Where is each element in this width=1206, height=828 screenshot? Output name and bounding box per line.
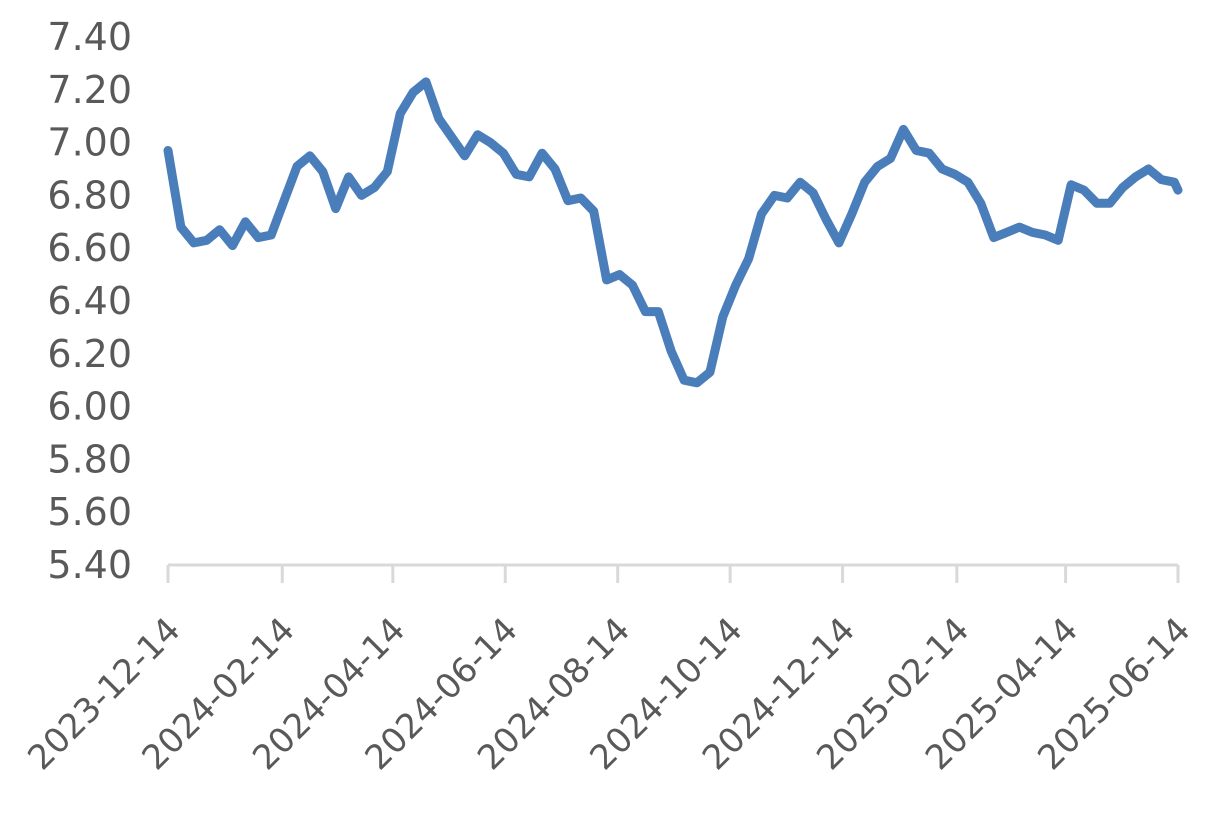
y-tick-label: 6.80 — [47, 173, 132, 217]
x-axis-tick-labels: 2023-12-142024-02-142024-04-142024-06-14… — [20, 610, 1198, 778]
y-tick-label: 6.20 — [47, 332, 132, 376]
y-tick-label: 5.80 — [47, 437, 132, 481]
y-axis-tick-labels: 7.40 7.20 7.00 6.80 6.60 6.40 6.20 6.00 5.80 5.60… — [47, 15, 132, 587]
series-layer — [163, 77, 1183, 388]
y-tick-label: 5.60 — [47, 490, 132, 534]
y-tick-label: 6.60 — [47, 226, 132, 270]
x-axis — [166, 563, 1180, 583]
y-tick-label: 6.00 — [47, 385, 132, 429]
y-tick-label: 7.20 — [47, 68, 132, 112]
y-tick-label: 6.40 — [47, 279, 132, 323]
y-tick-label: 5.40 — [47, 543, 132, 587]
y-tick-label: 7.00 — [47, 121, 132, 165]
y-tick-label: 7.40 — [47, 15, 132, 59]
series-line-0 — [163, 77, 1183, 388]
